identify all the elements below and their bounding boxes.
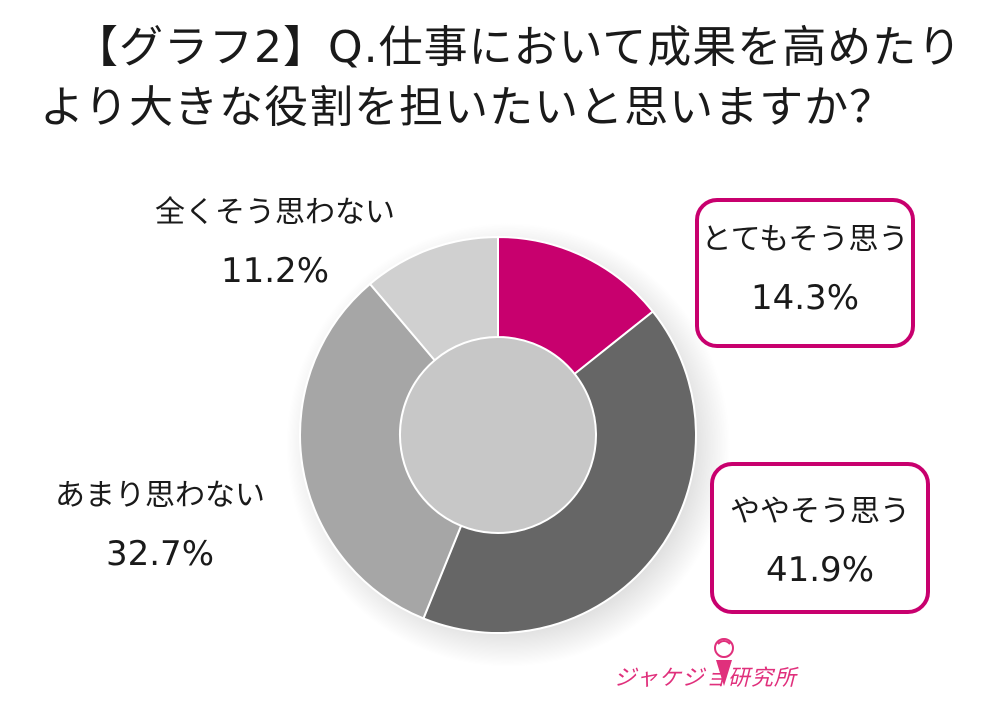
category-label: 全くそう思わない xyxy=(155,195,395,230)
label-not-much: あまり思わない 32.7% xyxy=(40,478,280,572)
slice-not-much xyxy=(299,282,463,620)
logo-text: ジャケジョ研究所 xyxy=(614,666,797,691)
value-label: 41.9% xyxy=(765,550,874,590)
slice-strongly-agree xyxy=(497,235,655,376)
category-label: とてもそう思う xyxy=(701,222,909,257)
slice-somewhat-agree xyxy=(422,310,697,634)
value-label: 32.7% xyxy=(105,534,214,574)
label-not-at-all: 全くそう思わない 11.2% xyxy=(140,195,410,289)
label-somewhat-agree: ややそう思う 41.9% xyxy=(710,462,930,614)
slice-not-at-all xyxy=(368,235,499,362)
title-line-2: より大きな役割を担いたいと思いますか？ xyxy=(40,82,895,133)
label-strongly-agree: とてもそう思う 14.3% xyxy=(695,198,915,348)
category-label: ややそう思う xyxy=(730,494,910,529)
brand-logo: ジャケジョ研究所 xyxy=(614,636,834,696)
category-label: あまり思わない xyxy=(55,478,265,513)
title-line-1: 【グラフ2】Q.仕事において成果を高めたり xyxy=(74,22,963,73)
value-label: 14.3% xyxy=(750,278,859,318)
chart-title: 【グラフ2】Q.仕事において成果を高めたり より大きな役割を担いたいと思いますか… xyxy=(40,18,980,138)
value-label: 11.2% xyxy=(220,251,329,291)
logo-figure-icon xyxy=(714,638,734,686)
